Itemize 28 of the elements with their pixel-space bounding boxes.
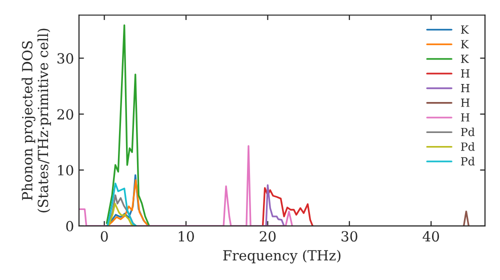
x-tick-label: 0	[100, 231, 108, 242]
line-series	[108, 202, 136, 226]
x-tick-label: 30	[342, 231, 358, 242]
line-series	[265, 184, 285, 226]
line-series	[79, 145, 294, 226]
legend-label: H	[461, 98, 470, 107]
legend-label: K	[461, 54, 469, 63]
y-tick-label: 20	[57, 109, 74, 120]
x-tick-label: 10	[178, 231, 194, 242]
y-axis-title: Phonon projected DOS (States/THz·primitive cell)	[22, 28, 51, 212]
line-series	[262, 187, 314, 226]
legend-label: Pd	[461, 156, 475, 166]
x-tick-label: 40	[422, 231, 439, 242]
legend-label: H	[461, 84, 470, 92]
legend-label: K	[461, 40, 469, 48]
line-series	[106, 24, 150, 226]
y-tick-label: 0	[66, 220, 74, 232]
y-tick-label: 30	[58, 53, 74, 64]
y-tick-label: 10	[58, 165, 74, 176]
legend-label: Pd	[461, 142, 475, 151]
legend-label: K	[461, 25, 469, 34]
legend-label: H	[461, 113, 470, 122]
x-axis-title: Frequency (THz)	[223, 250, 340, 264]
legend-label: H	[461, 69, 470, 78]
line-series	[106, 182, 138, 226]
x-tick-label: 20	[260, 231, 276, 242]
line-series	[108, 194, 138, 226]
legend-label: Pd	[461, 128, 475, 136]
